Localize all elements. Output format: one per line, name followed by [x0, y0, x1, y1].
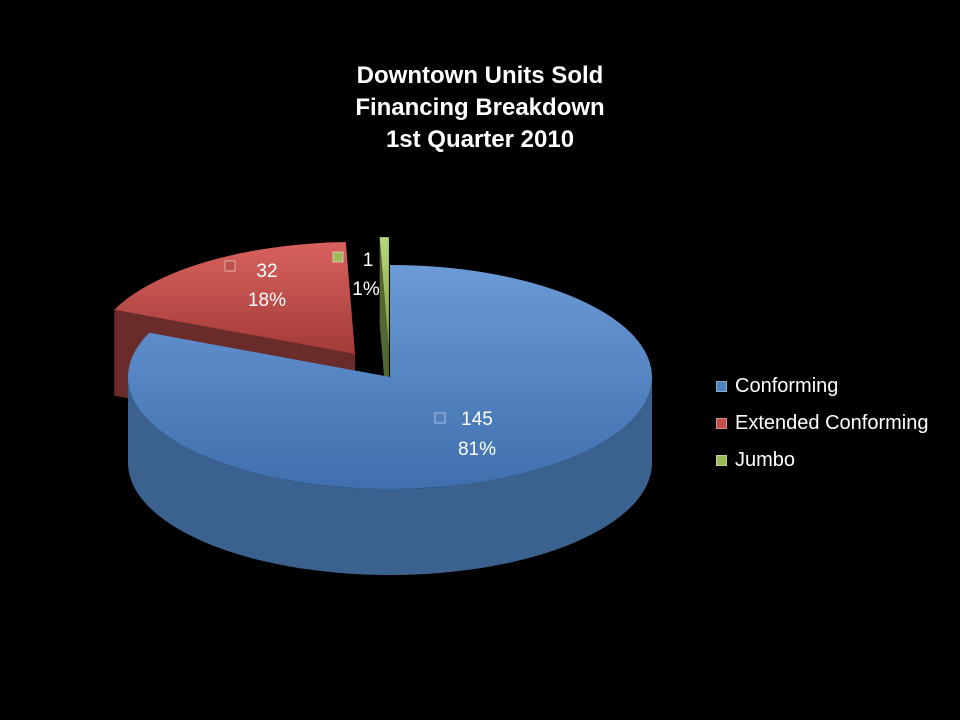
data-label-swatch-jumbo	[332, 251, 344, 263]
legend-item-conforming: Conforming	[716, 368, 928, 405]
legend-swatch-jumbo	[716, 455, 727, 466]
legend-label-extended-conforming: Extended Conforming	[735, 412, 929, 434]
legend-swatch-conforming	[716, 381, 727, 392]
chart-legend: Conforming Extended Conforming Jumbo	[716, 368, 928, 479]
pie-slice-side-conforming	[128, 377, 652, 575]
legend-item-extended-conforming: Extended Conforming	[716, 405, 928, 442]
data-label-percent-jumbo: 1%	[352, 279, 380, 300]
data-label-swatch-conforming	[434, 412, 446, 424]
pie-slice-top-jumbo	[379, 237, 389, 350]
pie-slice-top-conforming	[127, 265, 652, 489]
data-label-value-conforming: 145	[461, 409, 493, 430]
chart-title-line-3: 1st Quarter 2010	[385, 126, 575, 153]
chart-title-line-1: Downtown Units Sold	[356, 62, 604, 89]
legend-swatch-extended-conforming	[716, 418, 727, 429]
data-label-swatch-extended-conforming	[224, 260, 236, 272]
legend-item-jumbo: Jumbo	[716, 442, 928, 479]
data-label-percent-extended-conforming: 18%	[248, 290, 286, 311]
pie-slice-top-extended-conforming	[114, 242, 355, 354]
data-label-value-jumbo: 1	[363, 250, 374, 271]
chart-title-line-2: Financing Breakdown	[355, 94, 605, 121]
data-label-value-extended-conforming: 32	[256, 261, 277, 282]
legend-label-conforming: Conforming	[735, 375, 839, 397]
legend-label-jumbo: Jumbo	[735, 449, 796, 471]
pie-slice-conforming	[127, 265, 652, 575]
chart-title: Downtown Units Sold Financing Breakdown …	[0, 60, 960, 156]
data-label-percent-conforming: 81%	[458, 439, 496, 460]
